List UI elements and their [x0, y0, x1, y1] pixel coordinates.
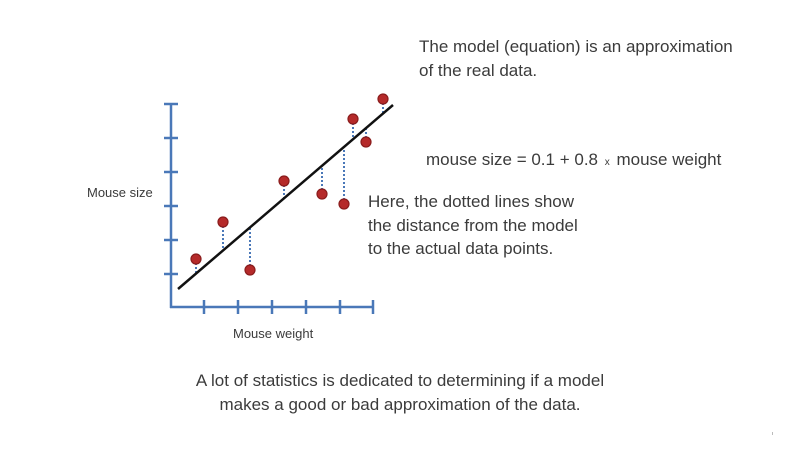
residual-lines: [195, 99, 384, 274]
data-point: [338, 198, 350, 210]
model-equation: mouse size = 0.1 + 0.8 x mouse weight: [426, 148, 721, 175]
residual-explanation: Here, the dotted lines show the distance…: [368, 192, 578, 258]
axes: [164, 102, 375, 314]
data-point: [316, 188, 328, 200]
x-axis-label: Mouse weight: [233, 326, 314, 341]
data-point: [244, 264, 256, 276]
multiply-symbol: x: [604, 157, 610, 168]
bottom-caption-line-2: makes a good or bad approximation of the…: [219, 395, 581, 414]
data-point: [278, 175, 290, 187]
equation-lhs: mouse size = 0.1 + 0.8: [426, 150, 598, 169]
equation-rhs: mouse weight: [616, 150, 722, 169]
model-fit-line: [177, 104, 394, 290]
data-point: [217, 216, 229, 228]
data-point: [377, 93, 389, 105]
corner-mark: [772, 432, 773, 435]
y-axis-label: Mouse size: [87, 185, 153, 200]
data-point: [190, 253, 202, 265]
data-points: [190, 93, 389, 276]
bottom-caption-line-1: A lot of statistics is dedicated to dete…: [195, 371, 605, 390]
data-point: [347, 113, 359, 125]
model-approximation-note: The model (equation) is an approximation…: [419, 37, 733, 80]
bottom-caption: A lot of statistics is dedicated to dete…: [150, 369, 650, 417]
data-point: [360, 136, 372, 148]
